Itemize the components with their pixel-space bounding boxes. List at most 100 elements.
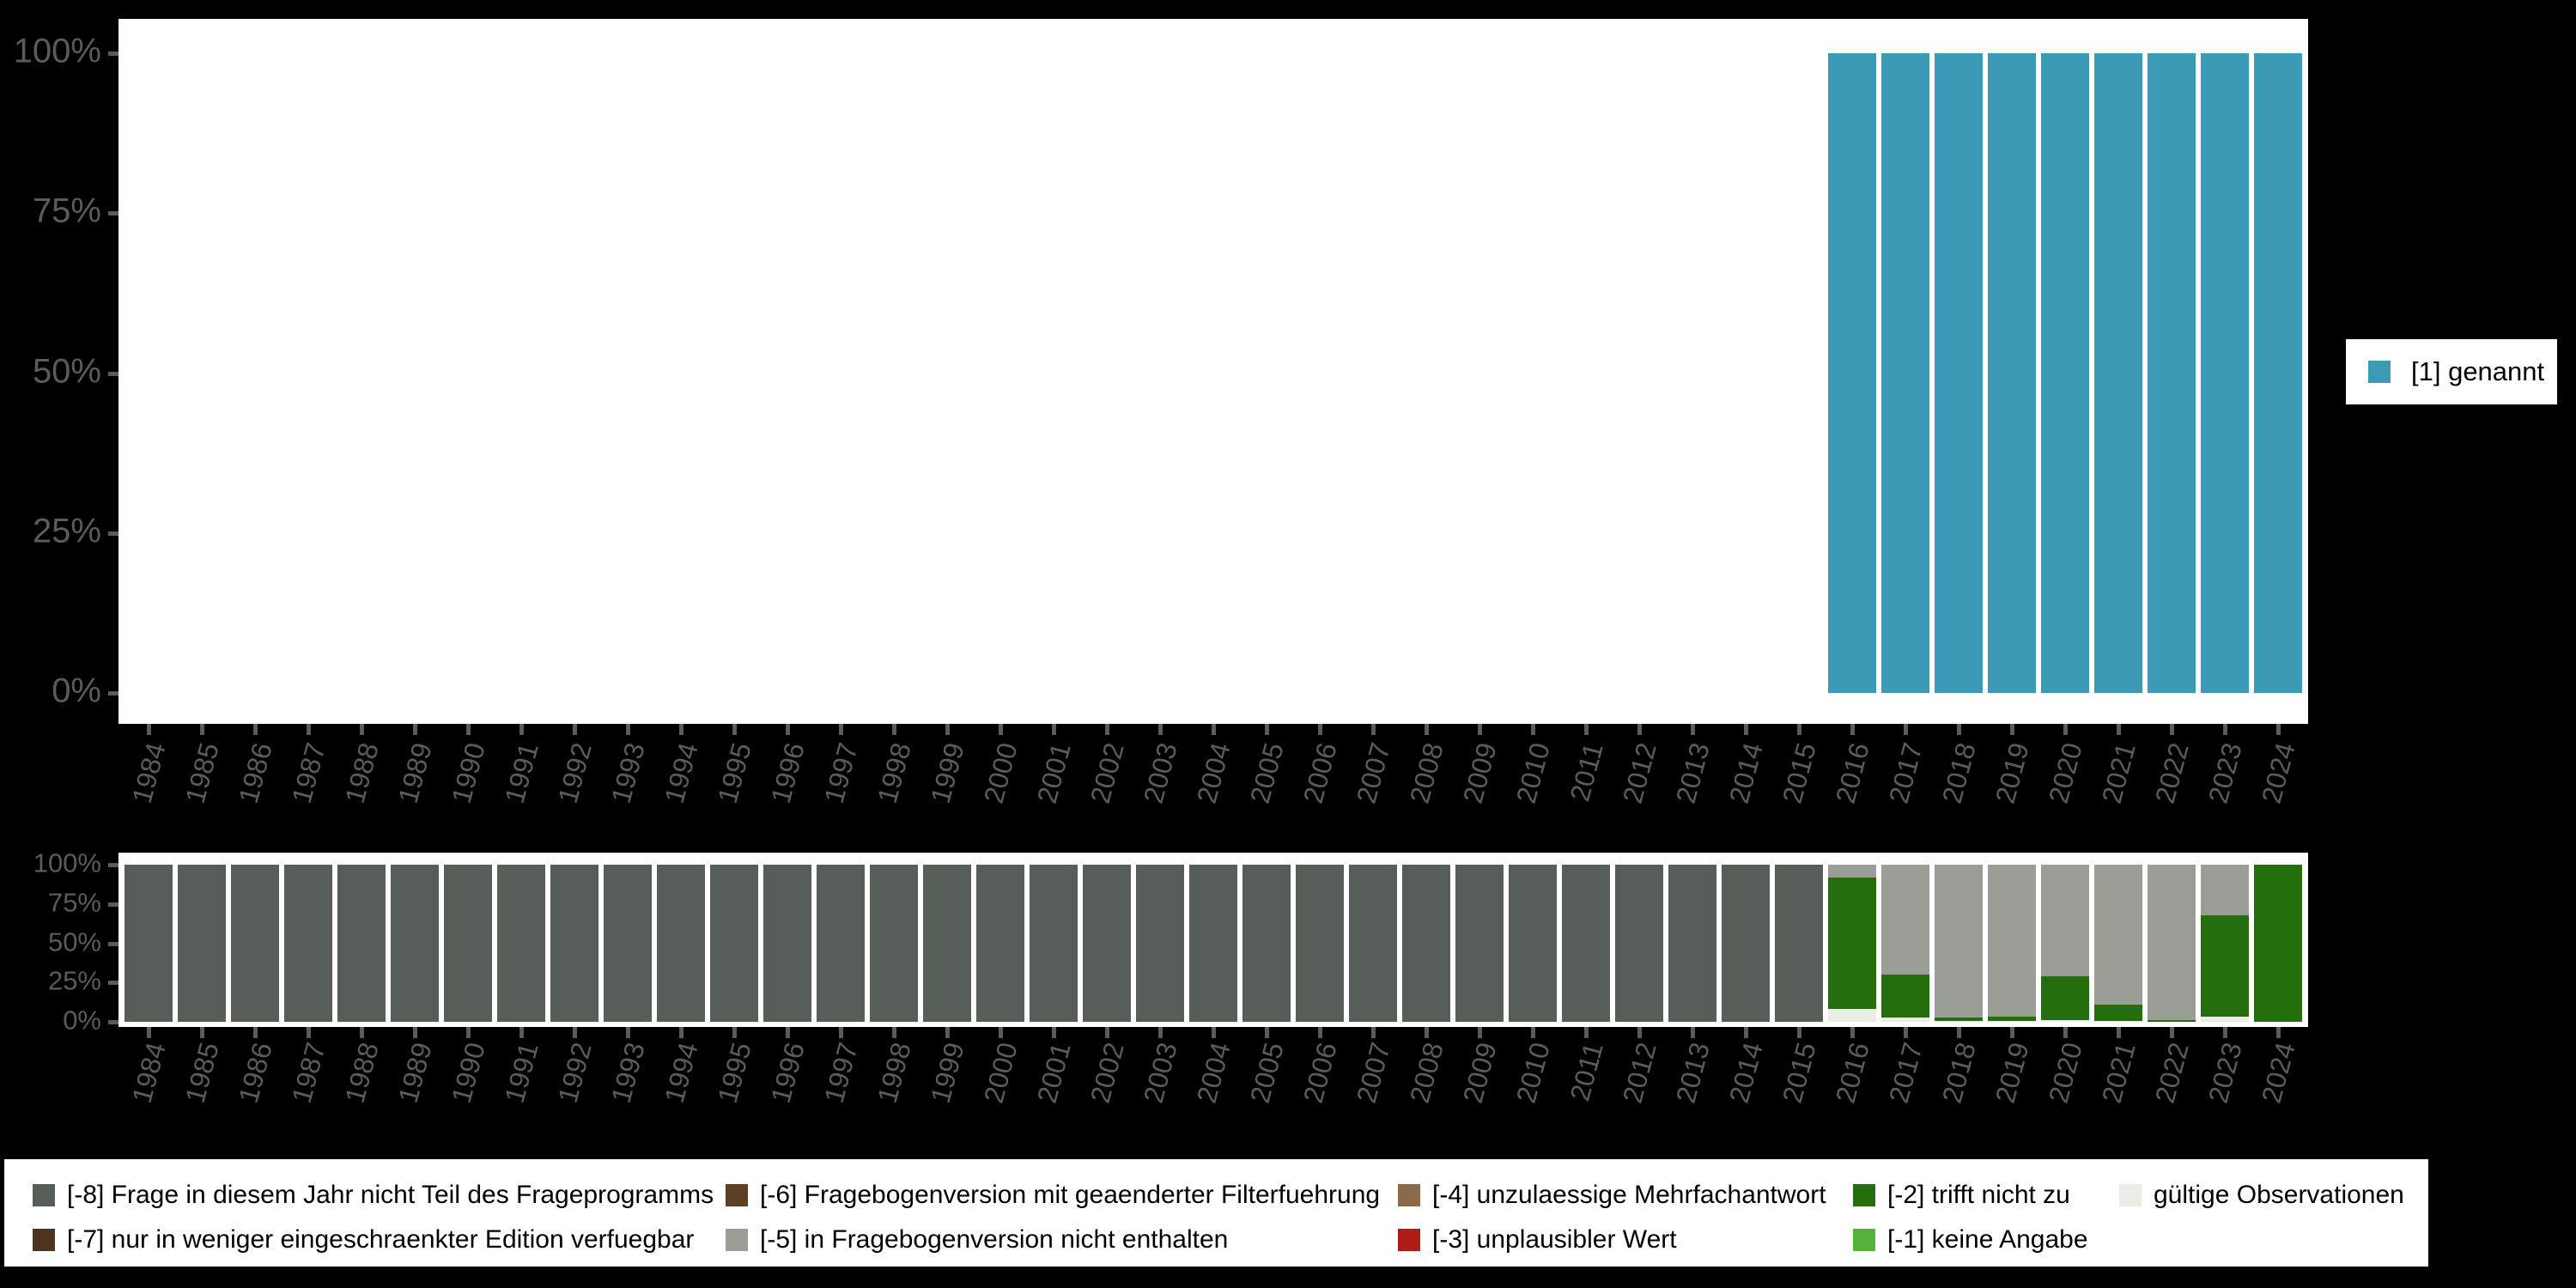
x-axis-tick xyxy=(1371,1027,1376,1038)
bar-2013-segment--8 xyxy=(1668,865,1716,1022)
x-axis-tick-label: 2010 xyxy=(1510,739,1556,807)
x-axis-tick xyxy=(1584,724,1589,735)
x-axis-tick-label: 1985 xyxy=(179,1039,225,1107)
x-axis-tick-label: 2023 xyxy=(2202,739,2248,807)
bar-2018-segment--2 xyxy=(1935,1018,1983,1022)
x-axis-tick xyxy=(786,724,790,735)
x-axis-tick-label: 2005 xyxy=(1243,1039,1290,1107)
x-axis-tick xyxy=(1957,724,1961,735)
x-axis-tick xyxy=(307,724,311,735)
x-axis-tick-label: 1996 xyxy=(764,739,811,807)
x-axis-tick-label: 2009 xyxy=(1456,1039,1503,1107)
x-axis-tick xyxy=(360,1027,364,1038)
x-axis-tick-label: 1990 xyxy=(445,739,491,807)
legend-label-g-ltige-observationen: gültige Observationen xyxy=(2154,1181,2404,1209)
x-axis-tick xyxy=(2170,1027,2174,1038)
x-axis-tick xyxy=(519,724,524,735)
x-axis-tick-label: 2003 xyxy=(1137,1039,1183,1107)
bar-2016 xyxy=(1828,53,1876,693)
bar-2018-segment--5 xyxy=(1935,865,1983,1018)
x-axis-tick-label: 1989 xyxy=(392,1039,438,1107)
x-axis-tick xyxy=(2010,1027,2014,1038)
y-axis-tick xyxy=(108,981,118,986)
legend-swatch---6-fragebogenversion-mit-geaenderter-filterfuehrung xyxy=(726,1184,748,1206)
x-axis-tick-label: 1997 xyxy=(817,1039,864,1107)
x-axis-tick xyxy=(200,724,204,735)
x-axis-tick-label: 1988 xyxy=(338,739,385,807)
bar-2018 xyxy=(1935,53,1983,693)
bar-2012-segment--8 xyxy=(1615,865,1663,1022)
bar-2004-segment--8 xyxy=(1189,865,1237,1022)
x-axis-tick xyxy=(2063,724,2068,735)
x-axis-tick-label: 2001 xyxy=(1030,739,1077,807)
x-axis-tick-label: 1997 xyxy=(817,739,864,807)
legend-swatch---8-frage-in-diesem-jahr-nicht-teil-des-frageprogramms xyxy=(33,1184,55,1206)
x-axis-tick xyxy=(732,1027,737,1038)
x-axis-tick-label: 2006 xyxy=(1297,1039,1343,1107)
x-axis-tick xyxy=(999,1027,1003,1038)
x-axis-tick-label: 2017 xyxy=(1882,739,1929,807)
x-axis-tick-label: 1986 xyxy=(232,1039,278,1107)
bar-2018-segment-valid xyxy=(1935,1021,1983,1022)
bar-1997-segment--8 xyxy=(817,865,865,1022)
bar-2020-segment-valid xyxy=(2041,1020,2089,1022)
x-axis-tick-label: 2020 xyxy=(2042,1039,2088,1107)
x-axis-tick-label: 1989 xyxy=(392,739,438,807)
x-axis-tick-label: 2014 xyxy=(1722,739,1769,807)
bar-1998-segment--8 xyxy=(870,865,918,1022)
x-axis-tick xyxy=(1052,724,1056,735)
x-axis-tick xyxy=(1744,1027,1748,1038)
bar-2024-segment--2 xyxy=(2254,865,2302,1022)
bar-2021-segment--5 xyxy=(2094,865,2142,1005)
bar-2024 xyxy=(2254,53,2302,693)
legend-label---6-fragebogenversion-mit-geaenderter-filterfuehrung: [-6] Fragebogenversion mit geaenderter F… xyxy=(760,1181,1381,1209)
y-axis-tick xyxy=(108,52,118,56)
x-axis-tick xyxy=(2223,1027,2227,1038)
legend-swatch---4-unzulaessige-mehrfachantwort xyxy=(1398,1184,1420,1206)
x-axis-tick-label: 2002 xyxy=(1084,1039,1130,1107)
x-axis-tick-label: 1994 xyxy=(658,1039,704,1107)
x-axis-tick xyxy=(1318,1027,1322,1038)
bar-2006-segment--8 xyxy=(1296,865,1344,1022)
x-axis-tick-label: 2018 xyxy=(1935,1039,1982,1107)
legend-label---7-nur-in-weniger-eingeschraenkter-edition-verfuegbar: [-7] nur in weniger eingeschraenkter Edi… xyxy=(67,1225,695,1254)
x-axis-tick xyxy=(360,724,364,735)
bar-2020-segment--5 xyxy=(2041,865,2089,976)
bar-2021-segment-valid xyxy=(2094,1021,2142,1022)
bar-2015-segment--8 xyxy=(1775,865,1823,1022)
x-axis-tick-label: 2003 xyxy=(1137,739,1183,807)
y-axis-tick xyxy=(108,691,118,696)
x-axis-tick xyxy=(786,1027,790,1038)
bar-2019 xyxy=(1988,53,2036,693)
legend-label---3-unplausibler-wert: [-3] unplausibler Wert xyxy=(1432,1225,1677,1254)
x-axis-tick xyxy=(679,1027,683,1038)
legend-label---1-keine-angabe: [-1] keine Angabe xyxy=(1887,1225,2088,1254)
x-axis-tick-label: 2013 xyxy=(1669,1039,1716,1107)
x-axis-tick xyxy=(1797,724,1801,735)
legend-swatch---5-in-fragebogenversion-nicht-enthalten xyxy=(726,1229,748,1251)
x-axis-tick xyxy=(2117,1027,2121,1038)
y-axis-tick xyxy=(108,863,118,867)
bar-2003-segment--8 xyxy=(1136,865,1184,1022)
x-axis-tick xyxy=(1425,1027,1429,1038)
x-axis-tick-label: 2009 xyxy=(1456,739,1503,807)
x-axis-tick-label: 2012 xyxy=(1616,739,1662,807)
x-axis-tick xyxy=(466,1027,471,1038)
x-axis-tick xyxy=(1212,724,1216,735)
x-axis-tick xyxy=(1105,1027,1109,1038)
x-axis-tick xyxy=(839,724,843,735)
bar-2001-segment--8 xyxy=(1030,865,1078,1022)
legend-label---4-unzulaessige-mehrfachantwort: [-4] unzulaessige Mehrfachantwort xyxy=(1432,1181,1826,1209)
x-axis-tick-label: 2021 xyxy=(2095,1039,2142,1107)
x-axis-tick-label: 1993 xyxy=(605,1039,651,1107)
bar-2022-segment--5 xyxy=(2148,865,2196,1021)
x-axis-tick-label: 1998 xyxy=(871,1039,917,1107)
bar-2014-segment--8 xyxy=(1722,865,1770,1022)
bar-2009-segment--8 xyxy=(1455,865,1504,1022)
bar-2023 xyxy=(2201,53,2249,693)
x-axis-tick-label: 2014 xyxy=(1722,1039,1769,1107)
x-axis-tick-label: 1992 xyxy=(551,1039,598,1107)
x-axis-tick-label: 2020 xyxy=(2042,739,2088,807)
x-axis-tick xyxy=(1850,724,1855,735)
x-axis-tick xyxy=(1691,1027,1695,1038)
